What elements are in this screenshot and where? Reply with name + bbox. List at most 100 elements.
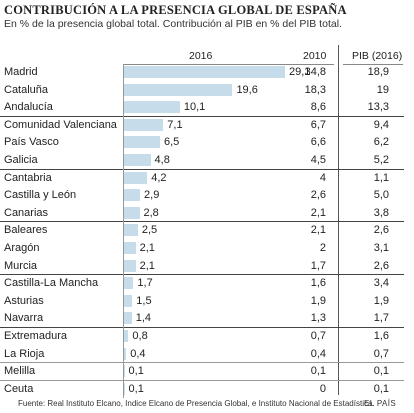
table-row: Canarias 2,8 2,1 3,8 [0,204,414,222]
table-row: Comunidad Valenciana 7,1 6,7 9,4 [0,116,414,134]
value-label-pib: 19 [376,83,389,96]
bar-2016 [124,118,164,131]
header-2016: 2016 [189,50,213,62]
value-label-pib: 9,4 [373,118,389,131]
region-label: Murcia [4,259,38,272]
region-label: Cantabria [4,171,52,184]
bar-2016 [124,206,140,219]
region-label: Castilla y León [4,189,77,202]
table-row: Cataluña 19,6 18,3 19 [0,81,414,99]
table-row: Asturias 1,5 1,9 1,9 [0,292,414,310]
value-label-2010: 6,6 [310,136,326,149]
value-label-2010: 8,6 [310,101,326,114]
region-label: Andalucía [4,101,53,114]
table-row: Baleares 2,5 2,1 2,6 [0,221,414,239]
bar-2016 [124,365,125,378]
value-label-pib: 1,1 [373,171,389,184]
value-label-pib: 3,4 [373,277,389,290]
header-rule-pib [343,64,403,65]
value-label-2010: 2 [319,242,326,254]
region-label: Extremadura [4,330,67,342]
value-label-2016: 19,6 [236,83,258,96]
bar-2016 [124,382,125,395]
value-label-2010: 1,9 [310,294,326,307]
value-label-2010: 1,3 [310,312,326,325]
region-label: Madrid [4,66,38,78]
bar-2016 [124,330,129,342]
table-row: Madrid 29,1 34,8 18,9 [0,63,414,81]
value-label-2016: 1,7 [137,277,153,290]
table-row: Navarra 1,4 1,3 1,7 [0,309,414,327]
value-label-2010: 4 [319,171,326,184]
table-row: Cantabria 4,2 4 1,1 [0,169,414,187]
zero-axis [123,64,124,399]
value-label-pib: 0,1 [373,365,389,378]
table-row: Galicia 4,8 4,5 5,2 [0,151,414,169]
table-row: Castilla y León 2,9 2,6 5,0 [0,186,414,204]
value-label-2010: 2,1 [310,206,326,219]
region-label: Aragón [4,242,40,254]
region-label: Navarra [4,312,44,325]
region-label: Cataluña [4,83,49,96]
value-label-2010: 2,6 [310,189,326,202]
value-label-2016: 2,8 [143,206,159,219]
table-row: Ceuta 0,1 0 0,1 [0,380,414,398]
value-label-2010: 0 [319,382,326,395]
value-label-2016: 2,1 [139,259,155,272]
bar-2016 [124,277,134,290]
region-label: Comunidad Valenciana [4,118,117,131]
table-row: Castilla-La Mancha 1,7 1,6 3,4 [0,274,414,292]
table-row: Aragón 2,1 2 3,1 [0,239,414,257]
value-label-pib: 18,9 [367,66,389,78]
region-label: Galicia [4,154,38,166]
value-label-pib: 3,1 [373,242,389,254]
value-label-pib: 5,2 [373,154,389,166]
region-label: Castilla-La Mancha [4,277,99,290]
bar-2016 [124,101,180,114]
value-label-2016: 1,5 [136,294,152,307]
header-rule [124,64,334,65]
bar-2016 [124,171,148,184]
value-label-2010: 0,4 [310,347,326,360]
value-label-2010: 0,7 [310,330,326,342]
source-note: Fuente: Real Instituto Elcano, Indice El… [18,399,375,408]
bar-2016 [124,189,140,202]
header-2010: 2010 [303,50,327,62]
value-label-pib: 5,0 [373,189,389,202]
value-label-2016: 2,5 [141,224,158,237]
value-label-2016: 2,1 [139,242,155,254]
value-label-2016: 4,2 [151,171,167,184]
value-label-pib: 2,6 [373,259,389,272]
bar-2016 [124,136,160,149]
value-label-2010: 2,1 [310,224,326,237]
value-label-2016: 7,1 [167,118,183,131]
group-separator [0,327,404,328]
chart-subtitle: En % de la presencia global total. Contr… [4,18,342,30]
credit: EL PAÍS [364,399,397,408]
region-label: Melilla [4,365,36,378]
value-label-2016: 4,8 [154,154,170,166]
bar-2016 [124,294,133,307]
bar-2016 [124,66,285,78]
value-label-2016: 0,1 [128,365,144,378]
value-label-2016: 29,1 [289,66,311,78]
value-label-pib: 6,2 [373,136,389,149]
value-label-2010: 34,8 [304,66,326,78]
bar-2016 [124,242,136,254]
table-row: Andalucía 10,1 8,6 13,3 [0,98,414,116]
bar-2016 [124,347,127,360]
value-label-2010: 1,6 [310,277,326,290]
chart-title: CONTRIBUCIÓN A LA PRESENCIA GLOBAL DE ES… [4,3,347,17]
bar-2016 [124,224,138,237]
value-label-2016: 0,8 [132,330,148,342]
value-label-pib: 1,6 [373,330,389,342]
value-label-2016: 1,4 [135,312,152,325]
group-separator [0,115,404,117]
region-label: País Vasco [4,136,59,149]
group-separator [0,379,404,381]
group-separator [0,168,404,170]
table-row: La Rioja 0,4 0,4 0,7 [0,345,414,363]
table-row: País Vasco 6,5 6,6 6,2 [0,133,414,151]
table-row: Extremadura 0,8 0,7 1,6 [0,327,414,345]
region-label: Canarias [4,206,49,219]
